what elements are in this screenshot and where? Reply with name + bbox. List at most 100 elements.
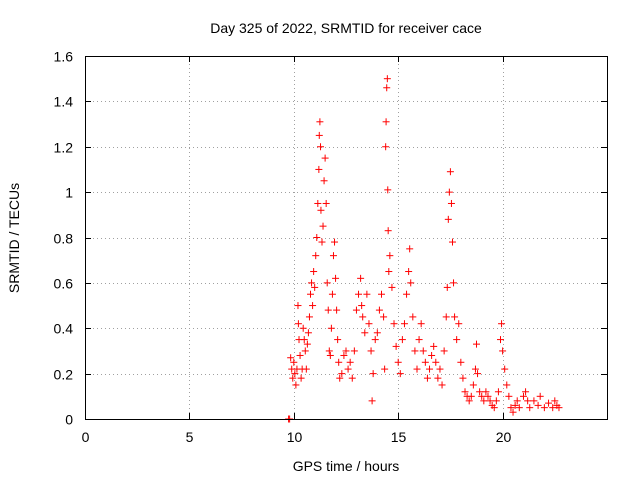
data-point bbox=[309, 302, 317, 310]
data-point bbox=[315, 165, 323, 173]
data-point bbox=[405, 268, 413, 276]
data-point bbox=[382, 118, 390, 126]
data-point bbox=[478, 392, 486, 400]
data-point bbox=[303, 340, 311, 348]
data-point bbox=[301, 347, 309, 355]
data-point bbox=[484, 392, 492, 400]
data-point bbox=[338, 370, 346, 378]
data-point bbox=[482, 388, 490, 396]
data-point bbox=[323, 279, 331, 287]
data-point bbox=[509, 408, 517, 416]
data-point bbox=[355, 290, 363, 298]
data-point bbox=[426, 365, 434, 373]
data-point bbox=[534, 401, 542, 409]
data-point bbox=[340, 351, 348, 359]
data-point bbox=[369, 370, 377, 378]
y-tick-label: 0.6 bbox=[54, 276, 74, 292]
data-point bbox=[299, 324, 307, 332]
y-tick-label: 1.4 bbox=[54, 94, 74, 110]
data-point bbox=[296, 351, 304, 359]
data-point bbox=[384, 227, 392, 235]
y-tick-label: 1 bbox=[65, 185, 73, 201]
data-point bbox=[444, 215, 452, 223]
data-point bbox=[383, 84, 391, 92]
data-point bbox=[316, 118, 324, 126]
data-point bbox=[311, 283, 319, 291]
data-point bbox=[290, 358, 298, 366]
data-point bbox=[519, 392, 527, 400]
data-point bbox=[342, 347, 350, 355]
data-point bbox=[442, 313, 450, 321]
data-point bbox=[540, 404, 548, 412]
data-point bbox=[486, 397, 494, 405]
data-point bbox=[386, 252, 394, 260]
data-point bbox=[451, 313, 459, 321]
data-point bbox=[383, 75, 391, 83]
data-point bbox=[411, 347, 419, 355]
data-point bbox=[446, 168, 454, 176]
data-point bbox=[396, 370, 404, 378]
data-point bbox=[501, 365, 509, 373]
data-point bbox=[367, 347, 375, 355]
data-point bbox=[294, 320, 302, 328]
data-point bbox=[490, 404, 498, 412]
data-point bbox=[438, 381, 446, 389]
data-point bbox=[336, 374, 344, 382]
data-point bbox=[300, 336, 308, 344]
data-point bbox=[326, 351, 334, 359]
data-point bbox=[513, 397, 521, 405]
data-point bbox=[415, 336, 423, 344]
y-tick-label: 1.2 bbox=[54, 140, 74, 156]
data-point bbox=[461, 388, 469, 396]
data-point bbox=[413, 365, 421, 373]
data-point bbox=[335, 358, 343, 366]
data-point bbox=[291, 370, 299, 378]
data-point bbox=[476, 388, 484, 396]
data-point bbox=[314, 199, 322, 207]
y-tick-label: 1.6 bbox=[54, 49, 74, 65]
data-point bbox=[455, 320, 463, 328]
data-point bbox=[555, 404, 563, 412]
data-point bbox=[398, 336, 406, 344]
data-point bbox=[434, 374, 442, 382]
x-axis-title: GPS time / hours bbox=[293, 458, 400, 474]
data-point bbox=[417, 320, 425, 328]
data-point bbox=[308, 279, 316, 287]
data-point bbox=[515, 404, 523, 412]
data-point bbox=[322, 199, 330, 207]
data-point bbox=[388, 283, 396, 291]
data-point bbox=[392, 342, 400, 350]
data-point bbox=[363, 290, 371, 298]
data-point bbox=[511, 401, 519, 409]
data-point bbox=[467, 392, 475, 400]
data-point bbox=[304, 329, 312, 337]
data-point bbox=[375, 306, 383, 314]
data-point bbox=[403, 290, 411, 298]
data-point bbox=[324, 306, 332, 314]
data-point bbox=[432, 358, 440, 366]
data-point bbox=[469, 381, 477, 389]
data-point bbox=[371, 336, 379, 344]
data-point bbox=[385, 268, 393, 276]
data-point bbox=[530, 397, 538, 405]
data-point bbox=[551, 397, 559, 405]
data-point bbox=[448, 238, 456, 246]
data-point bbox=[419, 347, 427, 355]
y-tick-label: 0.2 bbox=[54, 367, 74, 383]
data-point bbox=[503, 381, 511, 389]
data-point bbox=[365, 320, 373, 328]
data-point bbox=[373, 329, 381, 337]
data-point bbox=[390, 320, 398, 328]
data-point bbox=[407, 279, 415, 287]
data-point bbox=[497, 336, 505, 344]
y-tick-label: 0.4 bbox=[54, 321, 74, 337]
data-point bbox=[333, 306, 341, 314]
x-tick-label: 0 bbox=[82, 429, 90, 445]
data-point bbox=[346, 358, 354, 366]
data-point bbox=[318, 238, 326, 246]
data-point bbox=[507, 404, 515, 412]
data-point bbox=[505, 392, 513, 400]
data-point bbox=[436, 365, 444, 373]
data-point bbox=[307, 290, 315, 298]
